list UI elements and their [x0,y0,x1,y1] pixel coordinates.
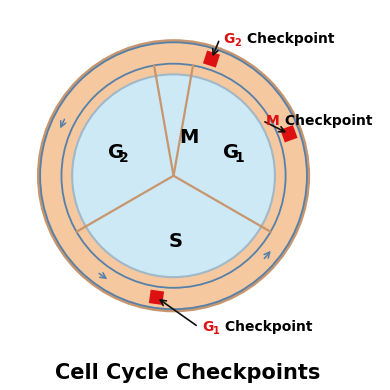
Text: M: M [266,113,280,128]
Text: Checkpoint: Checkpoint [242,32,334,46]
Text: G: G [223,143,239,162]
Text: Checkpoint: Checkpoint [220,320,313,334]
Text: 2: 2 [119,151,129,165]
Polygon shape [149,290,164,305]
Polygon shape [280,125,298,142]
Text: 1: 1 [213,326,220,336]
Text: M: M [179,128,199,147]
Text: Checkpoint: Checkpoint [280,113,372,128]
Text: G: G [202,320,213,334]
Text: 1: 1 [234,151,244,165]
Circle shape [72,74,275,277]
Text: G: G [223,32,235,46]
Circle shape [38,41,309,311]
Polygon shape [203,51,220,67]
Text: S: S [169,232,183,251]
Text: 2: 2 [234,38,241,48]
Text: G: G [108,143,124,162]
Text: Cell Cycle Checkpoints: Cell Cycle Checkpoints [55,363,321,383]
